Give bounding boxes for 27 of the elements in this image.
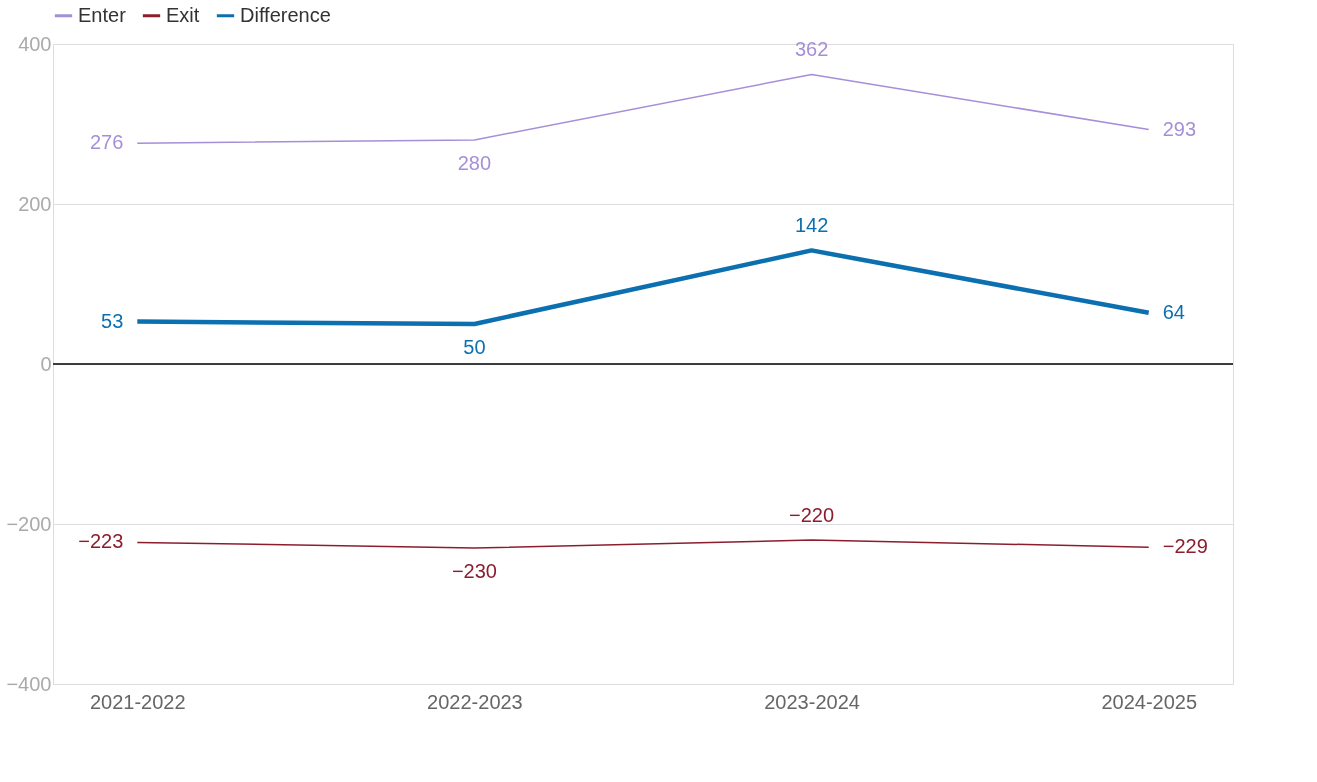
data-label: 53 bbox=[101, 309, 124, 332]
data-label: 50 bbox=[463, 336, 486, 358]
line-series bbox=[136, 539, 1150, 549]
x-tick-label: 2021-2022 bbox=[89, 690, 186, 713]
data-label: −230 bbox=[451, 560, 497, 582]
x-tick-label: 2024-2025 bbox=[1101, 690, 1198, 713]
data-label: −223 bbox=[78, 530, 124, 553]
y-tick-label: 400 bbox=[18, 32, 52, 55]
x-tick-label: 2022-2023 bbox=[427, 690, 523, 713]
line-series bbox=[135, 248, 1151, 327]
y-tick-label: 200 bbox=[18, 192, 52, 215]
data-label: −220 bbox=[789, 504, 835, 526]
line-series bbox=[136, 73, 1150, 144]
data-label: 64 bbox=[1162, 300, 1185, 323]
y-tick-label: −200 bbox=[6, 512, 52, 535]
data-label: 142 bbox=[794, 214, 829, 237]
legend-label: Exit bbox=[166, 3, 200, 26]
data-label: 362 bbox=[794, 38, 829, 61]
legend-label: Enter bbox=[78, 3, 127, 26]
data-label: 293 bbox=[1162, 117, 1197, 140]
data-label: −229 bbox=[1162, 535, 1208, 558]
y-tick-label: 0 bbox=[40, 352, 52, 375]
y-tick-label: −400 bbox=[6, 672, 52, 695]
data-label: 276 bbox=[89, 131, 124, 154]
legend-label: Difference bbox=[240, 3, 331, 26]
data-label: 280 bbox=[457, 152, 492, 174]
x-tick-label: 2023-2024 bbox=[764, 690, 860, 713]
